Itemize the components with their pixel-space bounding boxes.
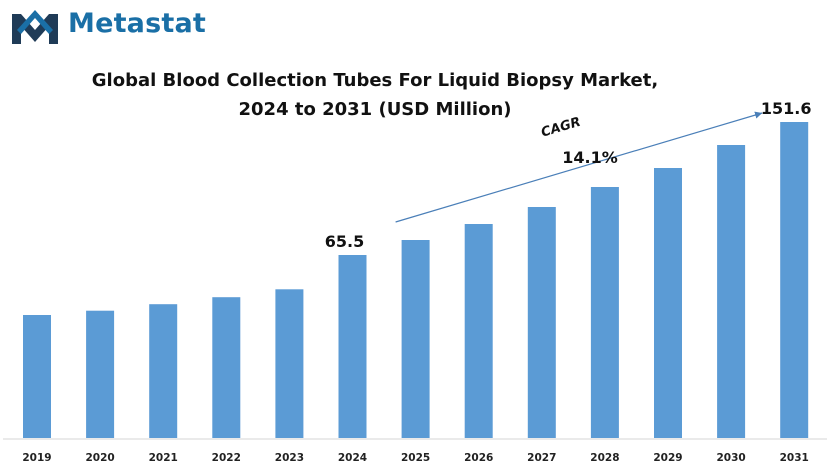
bar-2025 [401, 240, 430, 438]
bar-2022 [212, 297, 241, 438]
bar-2026 [464, 224, 493, 438]
chart-subtitle: 2024 to 2031 (USD Million) [238, 99, 512, 120]
metastat-logo-icon [12, 10, 58, 44]
x-tick-label-2021: 2021 [149, 452, 178, 464]
chart-title: Global Blood Collection Tubes For Liquid… [91, 70, 659, 91]
brand-name: Metastat [68, 7, 207, 39]
data-label-2024: 65.5 [325, 232, 364, 251]
x-tick-label-2025: 2025 [401, 452, 430, 464]
bar-2030 [717, 145, 746, 438]
x-tick-label-2024: 2024 [338, 452, 367, 464]
bar-2031 [780, 122, 809, 438]
bar-2027 [527, 207, 556, 438]
cagr-label: CAGR [540, 115, 583, 141]
x-tick-label-2022: 2022 [212, 452, 241, 464]
bar-2029 [654, 168, 682, 438]
x-tick-label-2020: 2020 [85, 452, 114, 464]
x-tick-label-2023: 2023 [275, 452, 304, 464]
bar-2023 [275, 289, 304, 438]
x-tick-label-2028: 2028 [590, 452, 619, 464]
bar-2028 [590, 187, 619, 438]
cagr-value: 14.1% [562, 148, 618, 167]
x-tick-labels: 2019 2020 2021 2022 2023 2024 2025 2026 2027 2028… [22, 452, 808, 464]
bar-2020 [86, 310, 115, 438]
x-tick-label-2027: 2027 [527, 452, 556, 464]
bar-2024 [338, 255, 367, 438]
x-tick-label-2029: 2029 [653, 452, 682, 464]
bar-2019 [23, 315, 51, 438]
data-labels: 65.5 151.6 [325, 99, 812, 251]
data-label-2031: 151.6 [761, 99, 812, 118]
x-tick-label-2031: 2031 [780, 452, 809, 464]
chart-title-block: Global Blood Collection Tubes For Liquid… [0, 66, 750, 124]
x-tick-label-2026: 2026 [464, 452, 493, 464]
bars-group [23, 122, 809, 438]
brand-logo: Metastat [8, 6, 206, 46]
x-tick-label-2019: 2019 [22, 452, 51, 464]
cagr-annotation: CAGR 14.1% [395, 111, 763, 223]
x-tick-label-2030: 2030 [716, 452, 745, 464]
cagr-arrow [395, 111, 763, 223]
bar-2021 [149, 304, 178, 438]
